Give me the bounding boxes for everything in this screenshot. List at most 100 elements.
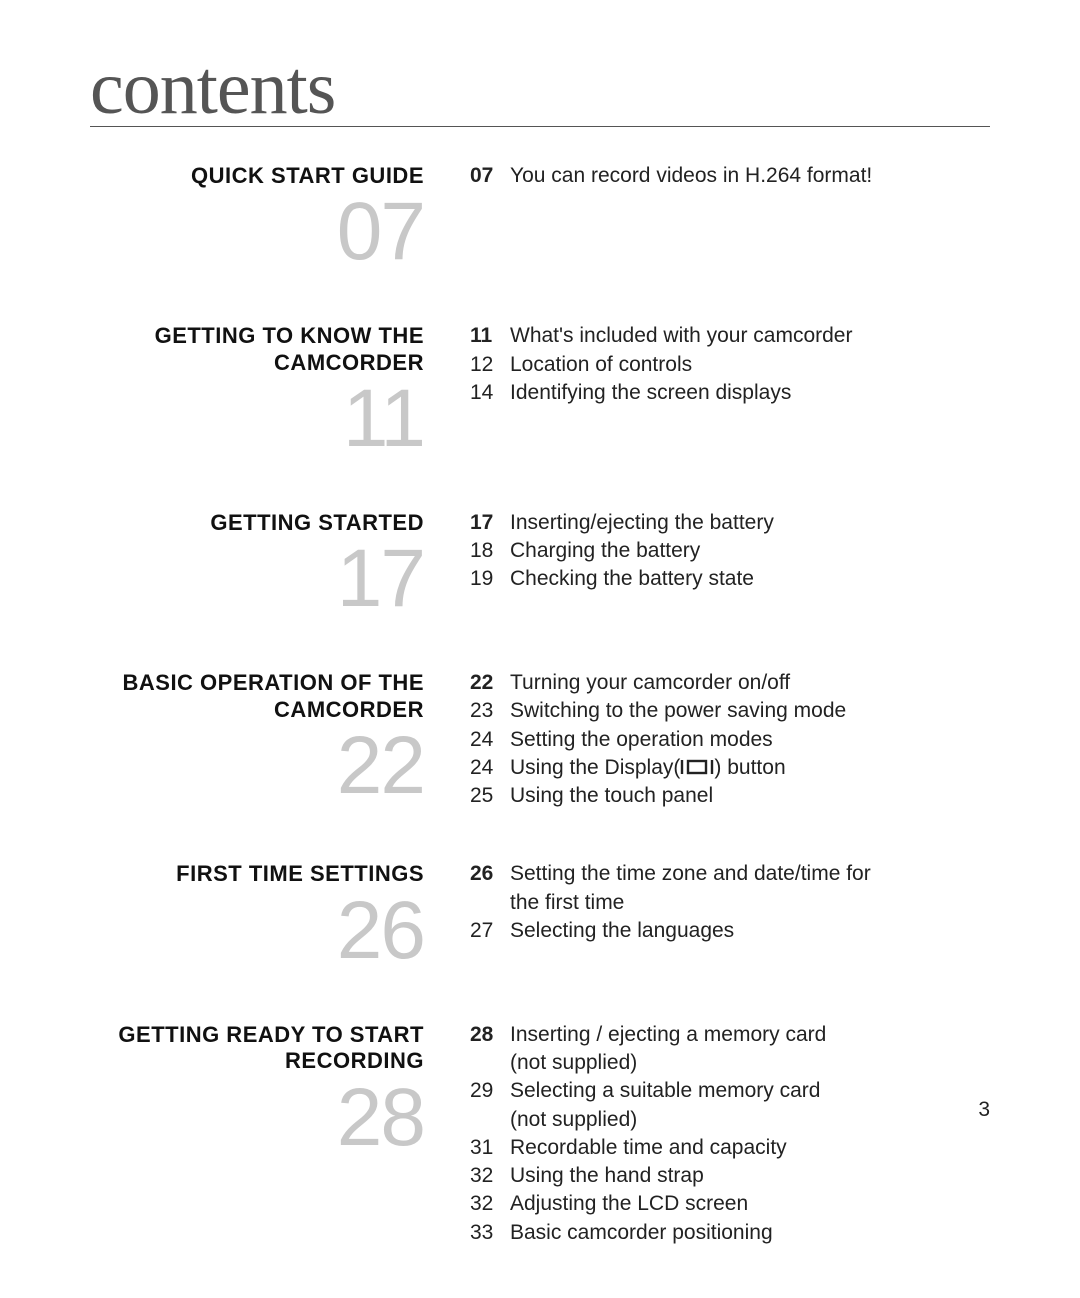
toc-entry: 22Turning your camcorder on/off	[470, 670, 990, 696]
toc-entry: 33Basic camcorder positioning	[470, 1220, 990, 1246]
section-right: 22Turning your camcorder on/off23Switchi…	[460, 670, 990, 809]
section-left: GETTING READY TO START RECORDING28	[90, 1022, 460, 1246]
section-page-number-large: 22	[90, 727, 424, 805]
entry-page: 12	[470, 352, 510, 378]
entry-text: Turning your camcorder on/off	[510, 670, 990, 696]
toc-entry: 11What's included with your camcorder	[470, 323, 990, 349]
entry-page: 28	[470, 1022, 510, 1048]
entry-page: 25	[470, 783, 510, 809]
toc-entry: 12Location of controls	[470, 352, 990, 378]
section-page-number-large: 07	[90, 193, 424, 271]
display-icon	[680, 758, 714, 776]
entry-text: Checking the battery state	[510, 566, 990, 592]
section-right: 28Inserting / ejecting a memory card(not…	[460, 1022, 990, 1246]
entry-page: 31	[470, 1135, 510, 1161]
entry-page: 26	[470, 861, 510, 887]
entry-text: Selecting a suitable memory card	[510, 1078, 990, 1104]
entry-text: Inserting / ejecting a memory card	[510, 1022, 990, 1048]
section-right: 07You can record videos in H.264 format!	[460, 163, 990, 271]
title-underline: contents	[90, 50, 990, 127]
entries-list: 28Inserting / ejecting a memory card(not…	[470, 1022, 990, 1246]
entry-page: 27	[470, 918, 510, 944]
toc-section: FIRST TIME SETTINGS2626Setting the time …	[90, 861, 990, 969]
section-heading: FIRST TIME SETTINGS	[90, 861, 424, 887]
toc-entry: 23Switching to the power saving mode	[470, 698, 990, 724]
entry-text: Using the hand strap	[510, 1163, 990, 1189]
toc-entry: 14Identifying the screen displays	[470, 380, 990, 406]
section-right: 17Inserting/ejecting the battery18Chargi…	[460, 510, 990, 618]
sections-list: QUICK START GUIDE0707You can record vide…	[90, 163, 990, 1298]
entry-page: 32	[470, 1191, 510, 1217]
entry-page: 24	[470, 755, 510, 781]
section-left: GETTING TO KNOW THE CAMCORDER11	[90, 323, 460, 458]
toc-section: BASIC OPERATION OF THE CAMCORDER2222Turn…	[90, 670, 990, 809]
toc-entry: 25Using the touch panel	[470, 783, 990, 809]
entries-list: 26Setting the time zone and date/time fo…	[470, 861, 990, 944]
entries-list: 11What's included with your camcorder12L…	[470, 323, 990, 406]
entry-text: Switching to the power saving mode	[510, 698, 990, 724]
entry-text: Location of controls	[510, 352, 990, 378]
toc-section: QUICK START GUIDE0707You can record vide…	[90, 163, 990, 271]
toc-entry: 24Using the Display( ) button	[470, 755, 990, 781]
entry-subtext: (not supplied)	[470, 1107, 990, 1133]
section-page-number-large: 26	[90, 892, 424, 970]
section-left: BASIC OPERATION OF THE CAMCORDER22	[90, 670, 460, 809]
toc-entry: 27Selecting the languages	[470, 918, 990, 944]
entry-page: 22	[470, 670, 510, 696]
entry-text: Adjusting the LCD screen	[510, 1191, 990, 1217]
toc-entry: 17Inserting/ejecting the battery	[470, 510, 990, 536]
toc-entry: 31Recordable time and capacity	[470, 1135, 990, 1161]
entry-text: Setting the time zone and date/time for	[510, 861, 990, 887]
toc-entry: 32Adjusting the LCD screen	[470, 1191, 990, 1217]
toc-entry: 32Using the hand strap	[470, 1163, 990, 1189]
toc-section: GETTING TO KNOW THE CAMCORDER1111What's …	[90, 323, 990, 458]
entry-page: 18	[470, 538, 510, 564]
toc-entry: 18Charging the battery	[470, 538, 990, 564]
entry-page: 17	[470, 510, 510, 536]
entry-text: Charging the battery	[510, 538, 990, 564]
entry-page: 29	[470, 1078, 510, 1104]
toc-entry: 28Inserting / ejecting a memory card	[470, 1022, 990, 1048]
entry-text: Using the Display( ) button	[510, 755, 990, 781]
page-number: 3	[978, 1098, 990, 1122]
entries-list: 07You can record videos in H.264 format!	[470, 163, 990, 189]
section-page-number-large: 17	[90, 540, 424, 618]
page-container: contents QUICK START GUIDE0707You can re…	[0, 0, 1080, 1234]
entry-text: Setting the operation modes	[510, 727, 990, 753]
entry-text: Identifying the screen displays	[510, 380, 990, 406]
entries-list: 17Inserting/ejecting the battery18Chargi…	[470, 510, 990, 593]
section-heading: BASIC OPERATION OF THE CAMCORDER	[90, 670, 424, 723]
entry-text-before: Using the Display(	[510, 756, 680, 779]
section-right: 26Setting the time zone and date/time fo…	[460, 861, 990, 969]
toc-section: GETTING READY TO START RECORDING2828Inse…	[90, 1022, 990, 1246]
entry-text-after: ) button	[714, 756, 785, 779]
entry-page: 23	[470, 698, 510, 724]
entry-page: 11	[470, 323, 510, 349]
section-left: GETTING STARTED17	[90, 510, 460, 618]
toc-entry: 26Setting the time zone and date/time fo…	[470, 861, 990, 887]
entry-text: Selecting the languages	[510, 918, 990, 944]
entry-page: 14	[470, 380, 510, 406]
section-left: QUICK START GUIDE07	[90, 163, 460, 271]
entries-list: 22Turning your camcorder on/off23Switchi…	[470, 670, 990, 809]
entry-text: Recordable time and capacity	[510, 1135, 990, 1161]
section-left: FIRST TIME SETTINGS 26	[90, 861, 460, 969]
entry-page: 07	[470, 163, 510, 189]
entry-page: 19	[470, 566, 510, 592]
toc-entry: 19Checking the battery state	[470, 566, 990, 592]
section-heading: GETTING TO KNOW THE CAMCORDER	[90, 323, 424, 376]
toc-section: GETTING STARTED1717Inserting/ejecting th…	[90, 510, 990, 618]
entry-page: 32	[470, 1163, 510, 1189]
entry-text: You can record videos in H.264 format!	[510, 163, 990, 189]
toc-entry: 29Selecting a suitable memory card	[470, 1078, 990, 1104]
section-heading: GETTING READY TO START RECORDING	[90, 1022, 424, 1075]
section-page-number-large: 11	[90, 380, 424, 458]
entry-page: 24	[470, 727, 510, 753]
entry-subtext: (not supplied)	[470, 1050, 990, 1076]
entry-text: Using the touch panel	[510, 783, 990, 809]
entry-text: Basic camcorder positioning	[510, 1220, 990, 1246]
entry-subtext: the first time	[470, 890, 990, 916]
section-page-number-large: 28	[90, 1079, 424, 1157]
entry-text: What's included with your camcorder	[510, 323, 990, 349]
entry-text: Inserting/ejecting the battery	[510, 510, 990, 536]
